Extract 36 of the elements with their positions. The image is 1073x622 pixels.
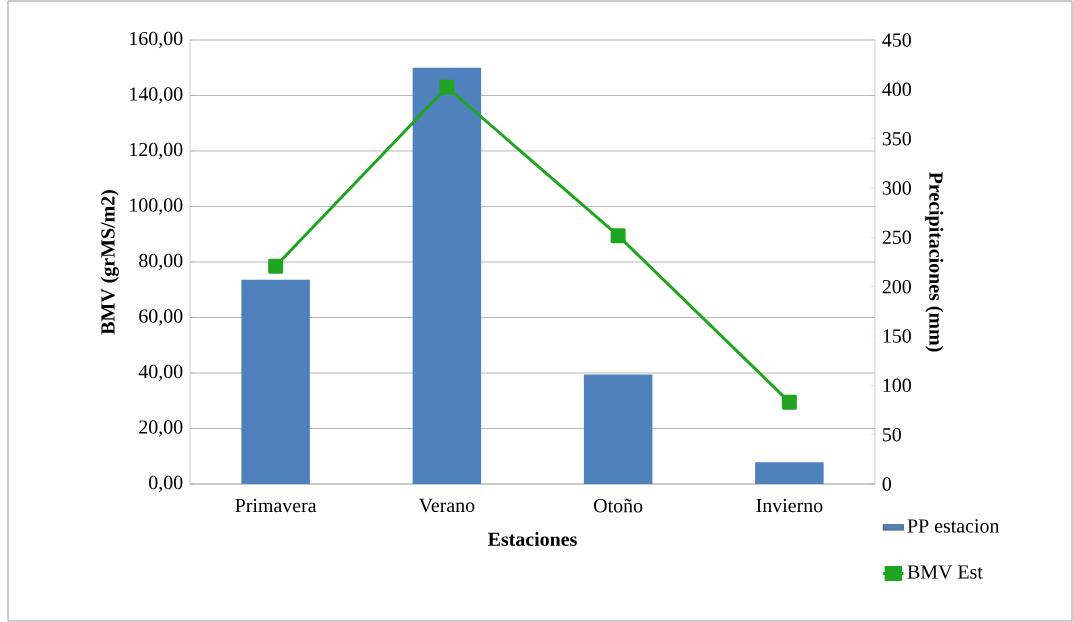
point bbox=[781, 394, 797, 410]
y-tick-label: 160,00 bbox=[130, 31, 183, 49]
y-tick-label: 120,00 bbox=[130, 142, 183, 160]
y-tick-label: 20,00 bbox=[139, 420, 183, 437]
y-tick-label: 60,00 bbox=[139, 309, 183, 326]
point bbox=[268, 258, 284, 274]
legend-label: PP estacion bbox=[907, 519, 1000, 533]
point bbox=[439, 79, 455, 95]
y2-tick-label: 0 bbox=[882, 477, 892, 491]
x-tick-label: Verano bbox=[418, 498, 475, 513]
y2-tick-label: 250 bbox=[882, 230, 911, 245]
y2-tick-label: 450 bbox=[882, 33, 911, 47]
y2-tick-label: 400 bbox=[882, 82, 911, 97]
y2-tick-label: 100 bbox=[883, 378, 911, 393]
x-tick-label: Invierno bbox=[756, 498, 823, 513]
y-tick-label: 140,00 bbox=[130, 87, 183, 104]
x-tick-label: Otoño bbox=[594, 498, 643, 513]
y2-tick-label: 150 bbox=[883, 329, 911, 343]
y-axis-title: BMV (grMS/m2) bbox=[100, 190, 119, 335]
bar bbox=[241, 279, 310, 484]
y-tick-label: 80,00 bbox=[139, 253, 183, 271]
y-tick-label: 40,00 bbox=[138, 364, 183, 382]
y-tick-label: 0,00 bbox=[149, 475, 183, 493]
y2-axis-title: Precipitaciones (mm) bbox=[925, 172, 944, 352]
bar bbox=[583, 374, 653, 484]
legend-label: BMV Est bbox=[907, 565, 983, 579]
y2-tick-label: 50 bbox=[883, 427, 902, 442]
bar bbox=[755, 462, 824, 484]
y-tick-label: 100,00 bbox=[130, 198, 183, 215]
x-axis-title: Estaciones bbox=[488, 531, 577, 546]
x-tick-label: Primavera bbox=[235, 498, 317, 513]
y2-tick-label: 300 bbox=[882, 181, 911, 195]
bar bbox=[412, 67, 482, 484]
y2-tick-label: 350 bbox=[882, 131, 911, 146]
y2-tick-label: 200 bbox=[882, 279, 911, 294]
point bbox=[610, 228, 626, 244]
